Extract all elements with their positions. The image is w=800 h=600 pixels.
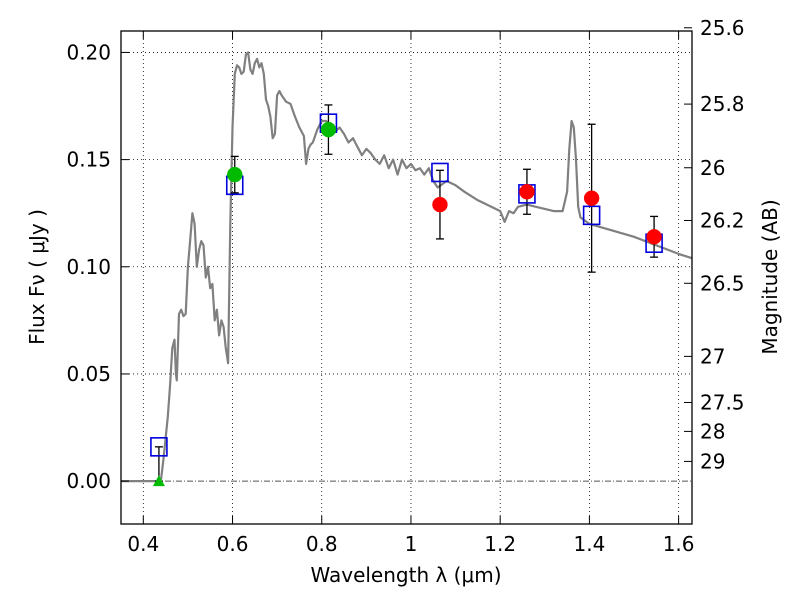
y-tick-label: 0.20	[66, 40, 111, 64]
plot-frame	[120, 30, 693, 525]
y-axis-title: Flux Fν ( μJy )	[25, 209, 49, 345]
model-flux-square	[431, 162, 449, 183]
error-bars	[154, 104, 659, 482]
y-tick-label: 0.15	[66, 148, 111, 172]
model-sed-layer	[121, 51, 693, 483]
right-axis-title: Magnitude (AB)	[758, 199, 782, 354]
observed-flux-point	[519, 184, 535, 200]
x-tick-label: 1	[405, 532, 418, 556]
model-flux-square	[150, 437, 168, 457]
y-tick-label: 0.10	[66, 255, 111, 279]
observed-flux-point	[432, 196, 448, 213]
data-points	[150, 113, 663, 487]
x-tick-label: 0.8	[306, 532, 338, 556]
observed-flux-point	[320, 121, 337, 138]
mag-tick-label: 25.8	[700, 92, 745, 116]
mag-tick-label: 28	[700, 419, 725, 443]
mag-tick-label: 25.6	[700, 16, 745, 40]
mag-tick-label: 26.2	[700, 208, 745, 232]
observed-flux-point	[646, 229, 662, 245]
mag-tick-label: 29	[700, 449, 725, 473]
observed-flux-point	[227, 166, 243, 183]
mag-tick-label: 26	[700, 156, 725, 180]
mag-tick-label: 27.5	[700, 390, 745, 414]
mag-tick-label: 27	[700, 344, 725, 368]
x-tick-label: 1.2	[484, 532, 516, 556]
x-axis-title: Wavelength λ (μm)	[310, 563, 501, 587]
y-tick-label: 0.00	[66, 469, 111, 493]
mag-tick-label: 26.5	[700, 271, 745, 295]
x-tick-label: 1.4	[573, 532, 605, 556]
axis-ticks	[121, 27, 692, 524]
x-tick-label: 1.6	[663, 532, 695, 556]
y-tick-label: 0.05	[66, 362, 111, 386]
tick-labels: 0.4 0.6 0.8 1 1.2 1.4 1.6 0.00 0.05 0.10 0.15 0.20 2…	[66, 16, 744, 556]
observed-flux-point	[583, 190, 600, 206]
model-flux-square	[582, 205, 601, 226]
upper-limit-triangle	[152, 475, 165, 487]
x-tick-label: 0.6	[217, 532, 249, 556]
model-sed-line	[121, 51, 693, 483]
x-tick-label: 0.4	[127, 532, 159, 556]
